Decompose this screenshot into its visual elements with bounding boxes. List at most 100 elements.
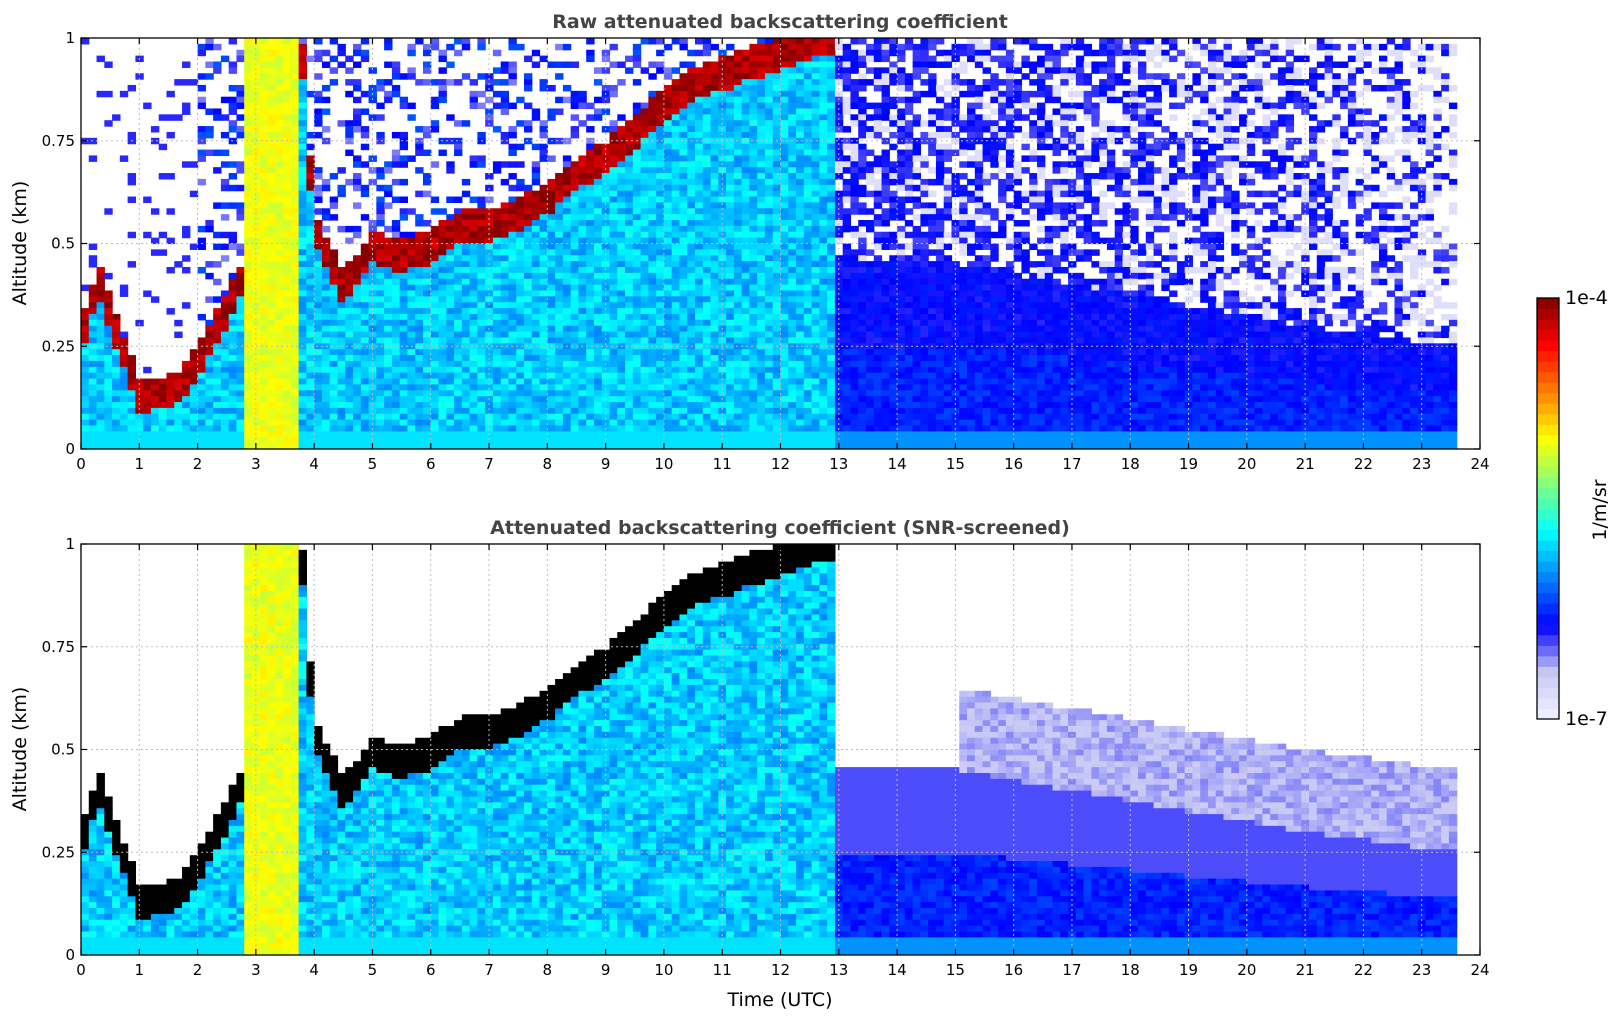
heatmap-cell bbox=[477, 249, 486, 256]
heatmap-cell bbox=[663, 131, 673, 139]
heatmap-cell bbox=[819, 120, 828, 127]
heatmap-cell bbox=[485, 278, 494, 286]
heatmap-cell bbox=[415, 419, 424, 427]
heatmap-cell bbox=[811, 278, 820, 286]
heatmap-cell bbox=[656, 184, 665, 192]
heatmap-cell bbox=[593, 360, 603, 368]
heatmap-cell bbox=[811, 313, 820, 321]
heatmap-cell bbox=[531, 343, 541, 350]
heatmap-cell bbox=[516, 202, 525, 209]
heatmap-cell bbox=[259, 167, 269, 174]
heatmap-cell bbox=[275, 55, 284, 63]
heatmap-cell bbox=[772, 413, 782, 421]
heatmap-cell bbox=[407, 413, 416, 421]
heatmap-cell bbox=[220, 313, 230, 321]
heatmap-cell bbox=[749, 290, 758, 297]
heatmap-cell bbox=[399, 343, 409, 350]
heatmap-cell bbox=[811, 43, 820, 51]
heatmap-cell bbox=[695, 437, 704, 444]
heatmap-cell bbox=[819, 425, 828, 432]
heatmap-cell bbox=[438, 255, 447, 262]
heatmap-cell bbox=[671, 167, 681, 174]
heatmap-cell bbox=[757, 272, 766, 280]
heatmap-cell bbox=[710, 284, 719, 292]
heatmap-cell bbox=[508, 126, 517, 133]
heatmap-cell bbox=[803, 284, 813, 292]
heatmap-cell bbox=[205, 73, 214, 80]
heatmap-cell bbox=[741, 378, 751, 386]
heatmap-cell bbox=[337, 443, 346, 449]
heatmap-cell bbox=[562, 437, 572, 444]
heatmap-cell bbox=[819, 319, 828, 327]
heatmap-cell bbox=[578, 319, 587, 327]
heatmap-cell bbox=[158, 407, 168, 415]
heatmap-cell bbox=[516, 208, 525, 215]
heatmap-cell bbox=[578, 366, 587, 374]
heatmap-cell bbox=[290, 437, 300, 444]
heatmap-cell bbox=[764, 407, 774, 415]
heatmap-cell bbox=[360, 49, 370, 57]
heatmap-cell bbox=[764, 402, 774, 409]
heatmap-cell bbox=[640, 161, 649, 168]
heatmap-cell bbox=[96, 355, 105, 362]
heatmap-cell bbox=[780, 437, 789, 444]
heatmap-cell bbox=[625, 425, 634, 432]
heatmap-cell bbox=[648, 202, 657, 209]
heatmap-cell bbox=[399, 437, 409, 444]
heatmap-cell bbox=[757, 313, 766, 321]
heatmap-cell bbox=[353, 319, 362, 327]
heatmap-cell bbox=[656, 38, 665, 45]
heatmap-cell bbox=[679, 319, 688, 327]
heatmap-cell bbox=[625, 366, 634, 374]
heatmap-cell bbox=[275, 155, 284, 162]
heatmap-cell bbox=[710, 84, 719, 92]
heatmap-cell bbox=[430, 79, 440, 86]
heatmap-cell bbox=[749, 402, 758, 409]
heatmap-cell bbox=[508, 249, 517, 256]
heatmap-cell bbox=[353, 120, 362, 127]
heatmap-cell bbox=[671, 360, 681, 368]
heatmap-cell bbox=[640, 220, 649, 227]
heatmap-cell bbox=[663, 360, 673, 368]
heatmap-cell bbox=[625, 319, 634, 327]
heatmap-cell bbox=[656, 208, 665, 215]
heatmap-cell bbox=[710, 431, 719, 438]
heatmap-cell bbox=[236, 90, 245, 98]
heatmap-cell bbox=[283, 349, 292, 356]
heatmap-cell bbox=[695, 220, 704, 227]
heatmap-cell bbox=[454, 372, 463, 380]
heatmap-cell bbox=[306, 331, 315, 339]
heatmap-cell bbox=[648, 73, 657, 80]
heatmap-cell bbox=[220, 290, 230, 297]
heatmap-cell bbox=[500, 331, 510, 339]
heatmap-cell bbox=[182, 396, 191, 403]
heatmap-cell bbox=[726, 308, 735, 315]
heatmap-cell bbox=[757, 419, 766, 427]
heatmap-cell bbox=[586, 126, 595, 133]
heatmap-cell bbox=[267, 390, 276, 397]
heatmap-cell bbox=[353, 349, 362, 356]
heatmap-cell bbox=[150, 419, 160, 427]
heatmap-cell bbox=[710, 425, 719, 432]
heatmap-cell bbox=[695, 319, 704, 327]
heatmap-cell bbox=[197, 372, 206, 380]
heatmap-cell bbox=[671, 390, 681, 397]
heatmap-cell bbox=[741, 243, 751, 250]
heatmap-cell bbox=[81, 355, 90, 362]
heatmap-cell bbox=[259, 413, 269, 421]
heatmap-cell bbox=[757, 49, 766, 57]
heatmap-cell bbox=[632, 149, 642, 157]
heatmap-cell bbox=[803, 114, 813, 121]
heatmap-cell bbox=[376, 437, 385, 444]
heatmap-cell bbox=[803, 208, 813, 215]
heatmap-cell bbox=[267, 308, 276, 315]
heatmap-cell bbox=[508, 261, 517, 268]
heatmap-cell bbox=[687, 178, 696, 186]
heatmap-cell bbox=[679, 249, 688, 256]
heatmap-cell bbox=[158, 425, 168, 432]
heatmap-cell bbox=[376, 79, 385, 86]
heatmap-cell bbox=[593, 114, 603, 121]
heatmap-cell bbox=[205, 437, 214, 444]
heatmap-cell bbox=[205, 296, 214, 303]
heatmap-cell bbox=[112, 384, 121, 391]
